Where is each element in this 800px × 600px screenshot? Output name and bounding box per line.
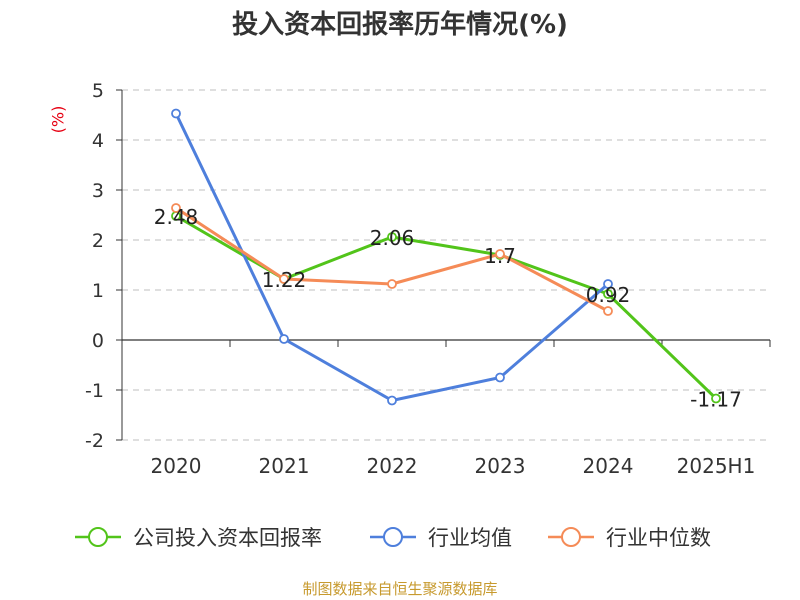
legend-marker-1 (383, 527, 403, 547)
data-label: 2.06 (370, 226, 415, 250)
y-tick-label: 2 (92, 230, 104, 252)
data-label: 0.92 (586, 283, 631, 307)
data-point (387, 395, 397, 406)
y-tick-label: 4 (92, 130, 104, 152)
data-point (603, 279, 613, 289)
x-tick-label: 2024 (583, 454, 634, 478)
data-point (387, 279, 397, 289)
legend-label-2: 行业中位数 (606, 526, 711, 550)
data-label: 1.7 (484, 244, 516, 268)
series-line-1 (174, 112, 609, 402)
y-tick-label: 5 (92, 80, 104, 102)
data-point (171, 203, 181, 213)
y-tick-label: 0 (92, 330, 104, 352)
data-point (171, 108, 181, 119)
x-tick-label: 2023 (475, 454, 526, 478)
chart-title: 投入资本回报率历年情况(%) (232, 10, 568, 40)
data-point (603, 289, 613, 299)
series-line-0 (175, 214, 718, 400)
y-tick-label: -2 (85, 430, 104, 452)
data-labels: 2.48 1.22 2.06 1.7 0.92 -1.17 (154, 205, 742, 412)
legend-marker-2 (561, 527, 581, 547)
data-label: 2.48 (154, 205, 199, 229)
data-point (495, 249, 505, 259)
y-tick-label: 3 (92, 180, 104, 202)
data-point (387, 232, 397, 242)
data-point (279, 334, 289, 344)
x-tick-label: 2021 (259, 454, 310, 478)
data-point (279, 274, 289, 284)
legend-marker-0 (88, 527, 108, 547)
legend-label-1: 行业均值 (428, 526, 512, 550)
data-label: 1.22 (262, 268, 307, 292)
x-tick-label: 2025H1 (677, 454, 756, 478)
series-line-2 (175, 206, 609, 313)
data-label: -1.17 (690, 388, 742, 412)
legend: 公司投入资本回报率 行业均值 行业中位数 (75, 526, 711, 550)
y-tick-label: 1 (92, 280, 104, 302)
legend-label-0: 公司投入资本回报率 (133, 526, 322, 550)
x-tick-label: 2022 (367, 454, 418, 478)
data-source-note: 制图数据来自恒生聚源数据库 (302, 580, 498, 598)
data-point (711, 393, 721, 404)
series-lines (171, 108, 721, 406)
data-point (495, 372, 505, 383)
axes: -2 -1 0 1 2 3 4 5 2020 2021 2022 2023 2024 2025H1 (85, 80, 771, 478)
data-point (603, 306, 613, 316)
y-tick-label: -1 (85, 380, 104, 402)
x-tick-label: 2020 (151, 454, 202, 478)
